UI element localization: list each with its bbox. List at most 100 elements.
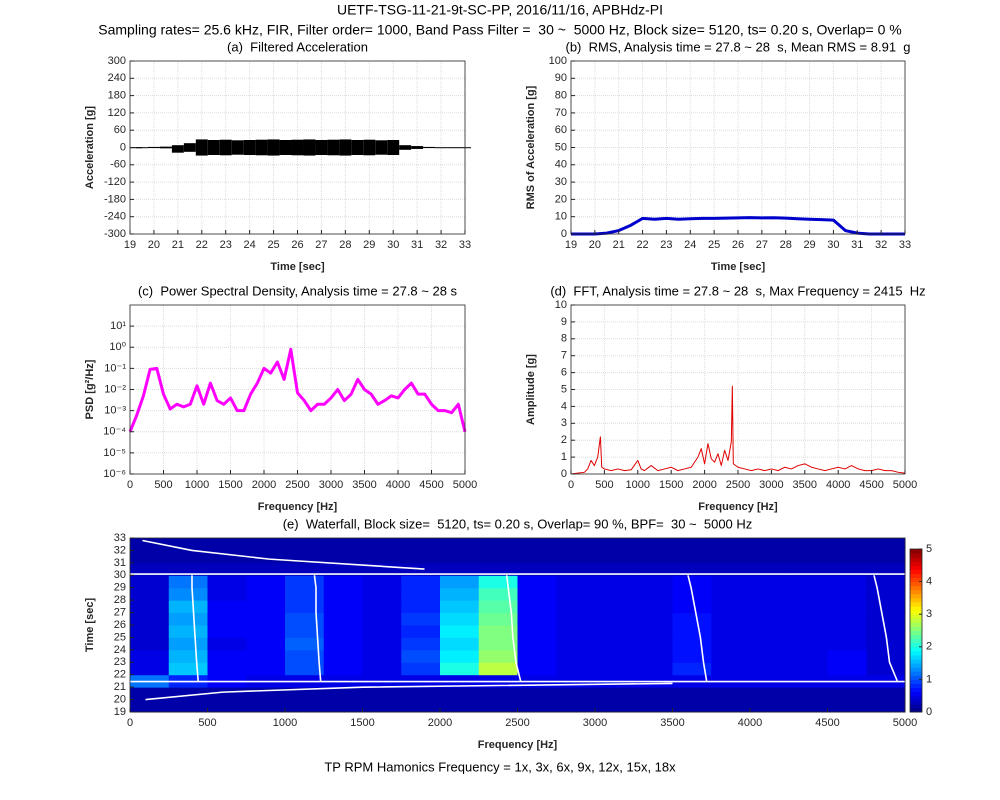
heatmap-cell [401,575,441,589]
signal-envelope [219,139,232,156]
y-tick-label: 2 [561,434,567,446]
heatmap-cell [246,687,286,701]
heatmap-cell [130,625,170,638]
heatmap-cell [323,662,363,676]
heatmap-cell [827,649,867,663]
y-tick-label: 50 [555,141,567,153]
heatmap-cell [130,699,170,713]
heatmap-cell [362,600,402,614]
x-tick-label: 32 [435,239,447,251]
x-tick-label: 4500 [815,717,839,729]
heatmap-cell [672,687,712,701]
heatmap-cell [595,575,635,589]
x-tick-label: 19 [124,239,136,251]
x-tick-label: 27 [756,239,768,251]
heatmap-cell [323,699,363,713]
heatmap-cell [827,538,867,551]
heatmap-cell [750,600,790,614]
colorbar-swatch [910,634,922,640]
heatmap-cell [168,587,208,601]
heatmap-cell [595,600,635,614]
colorbar-swatch [910,663,922,668]
data-line [873,575,898,682]
signal-envelope [255,139,268,156]
colorbar-tick-label: 3 [926,608,932,620]
heatmap-cell [672,550,712,564]
heatmap-cell [711,575,751,589]
heatmap-cell [285,687,325,701]
y-tick-label: 80 [555,90,567,102]
heatmap-cell [323,550,363,564]
y-tick-label: 28 [114,594,126,606]
heatmap-cell [478,699,518,713]
x-tick-label: 20 [148,239,160,251]
heatmap-cell [207,662,247,676]
colorbar-swatch [910,659,922,664]
signal-envelope [207,140,220,155]
colorbar-swatch [910,707,922,713]
heatmap-cell [556,550,596,564]
y-tick-label: -240 [104,211,126,223]
x-tick-label: 2000 [692,479,716,491]
heatmap-cell [788,625,828,638]
colorbar-swatch [910,654,922,660]
heatmap-cell [711,687,751,701]
colorbar-frame [909,548,923,713]
heatmap-cell [556,600,596,614]
x-tick-label: 33 [459,239,471,251]
heatmap-cell [401,587,441,601]
y-tick-label: 31 [114,557,126,569]
heatmap-cell [401,699,441,713]
signal-envelope [375,140,388,155]
colorbar-swatch [910,683,922,689]
heatmap-cell [362,538,402,551]
heatmap-cell [517,649,557,663]
heatmap-cell [517,550,557,564]
x-tick-label: 0 [127,479,133,491]
signal-envelope [291,139,304,156]
heatmap-cell [246,649,286,663]
heatmap-cell [130,662,170,676]
x-tick-label: 2500 [285,479,309,491]
colorbar-tick-label: 1 [926,673,932,685]
heatmap-cell [246,575,286,589]
data-line [142,539,425,570]
heatmap-cell [827,637,867,651]
data-line [505,575,522,682]
heatmap-cell [440,587,480,601]
colorbar-swatch [910,614,922,619]
data-line [145,682,673,701]
x-tick-label: 30 [387,239,399,251]
heatmap-cell [440,612,480,626]
x-tick-label: 21 [172,239,184,251]
heatmap-cell [672,637,712,651]
heatmap-cell [130,538,170,551]
data-line [687,575,708,682]
chart-title: (b) RMS, Analysis time = 27.8 ~ 28 s, Me… [565,39,910,54]
heatmap-cell [556,538,596,551]
y-tick-label: 70 [555,107,567,119]
x-tick-label: 1000 [273,717,297,729]
x-tick-label: 26 [732,239,744,251]
heatmap-cell [556,587,596,601]
heatmap-cell [323,687,363,701]
heatmap-cell [866,562,906,576]
signal-envelope [159,146,172,149]
colorbar-swatch [910,691,922,697]
heatmap-cell [478,662,518,676]
heatmap-cell [556,625,596,638]
x-tick-label: 24 [244,239,256,251]
heatmap-cell [556,662,596,676]
heatmap-cell [750,625,790,638]
heatmap-cell [517,612,557,626]
y-tick-label: 10⁻² [104,383,126,395]
heatmap-cell [711,550,751,564]
heatmap-cell [633,575,673,589]
heatmap-cell [130,587,170,601]
colorbar-swatch [910,687,922,693]
y-axis-label: Amplitude [g] [525,354,537,425]
x-tick-label: 1500 [350,717,374,729]
heatmap-cell [517,662,557,676]
heatmap-cell [401,612,441,626]
heatmap-cell [672,699,712,713]
